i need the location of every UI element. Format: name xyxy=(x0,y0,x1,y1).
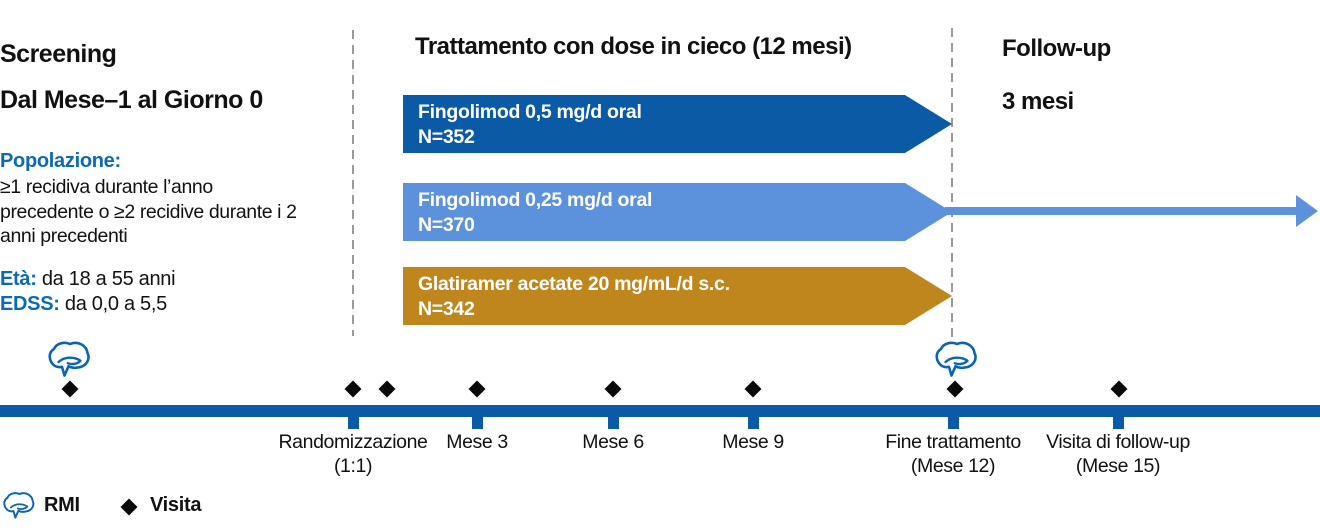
visit-diamond-icon xyxy=(744,380,762,398)
population-line: ≥1 recidiva durante l’anno xyxy=(0,176,213,198)
age-value: da 18 a 55 anni xyxy=(41,268,176,290)
legend-rmi-label: RMI xyxy=(44,494,80,516)
visit-diamond-icon xyxy=(61,380,79,398)
arm-n: N=352 xyxy=(418,126,475,148)
phase-divider-randomization xyxy=(352,30,354,336)
arm-n: N=370 xyxy=(418,214,475,236)
timeline-tick xyxy=(347,417,359,429)
timeline-label: Visita di follow-up (Mese 15) xyxy=(1046,431,1190,477)
arm-name: Glatiramer acetate 20 mg/mL/d s.c. xyxy=(418,273,730,295)
population-label: Popolazione: xyxy=(0,150,121,172)
visit-diamond-icon xyxy=(468,380,486,398)
treatment-arm: Glatiramer acetate 20 mg/mL/d s.c. N=342 xyxy=(403,267,952,325)
followup-arrow-right-icon xyxy=(1296,195,1318,227)
followup-title: Follow-up xyxy=(1002,35,1111,62)
screening-title: Screening xyxy=(0,40,117,68)
treatment-arm: Fingolimod 0,5 mg/d oral N=352 xyxy=(403,95,952,153)
visit-diamond-icon xyxy=(604,380,622,398)
arm-n: N=342 xyxy=(418,298,475,320)
followup-extension-line xyxy=(945,207,1302,215)
screening-period: Dal Mese–1 al Giorno 0 xyxy=(0,86,263,114)
arm-name: Fingolimod 0,25 mg/d oral xyxy=(418,189,653,211)
population-line: anni precedenti xyxy=(0,225,128,247)
timeline-tick xyxy=(607,417,619,429)
rmi-brain-icon xyxy=(48,341,90,377)
timeline-tick xyxy=(1112,417,1124,429)
visit-diamond-icon xyxy=(378,380,396,398)
population-criteria: ≥1 recidiva durante l’anno precedente o … xyxy=(0,175,297,249)
edss-label: EDSS: xyxy=(0,293,60,315)
timeline-label: Randomizzazione (1:1) xyxy=(278,431,428,477)
edss-row: EDSS: da 0,0 a 5,5 xyxy=(0,293,167,316)
age-row: Età: da 18 a 55 anni xyxy=(0,268,176,291)
followup-duration: 3 mesi xyxy=(1002,88,1074,115)
legend-visit-label: Visita xyxy=(150,494,202,516)
timeline-label: Mese 9 xyxy=(722,431,784,453)
arm-name: Fingolimod 0,5 mg/d oral xyxy=(418,101,642,123)
timeline-tick xyxy=(747,417,759,429)
treatment-arm: Fingolimod 0,25 mg/d oral N=370 xyxy=(403,183,952,241)
treatment-title: Trattamento con dose in cieco (12 mesi) xyxy=(415,33,852,60)
timeline-label: Mese 6 xyxy=(582,431,644,453)
edss-value: da 0,0 a 5,5 xyxy=(64,293,167,315)
timeline-label: Fine trattamento (Mese 12) xyxy=(885,431,1021,477)
timeline-tick xyxy=(471,417,483,429)
phase-divider-end-of-treatment xyxy=(951,28,953,340)
age-label: Età: xyxy=(0,268,37,290)
visit-diamond-icon xyxy=(1110,380,1128,398)
visit-diamond-icon xyxy=(120,498,138,516)
rmi-brain-icon xyxy=(3,492,35,519)
timeline-label: Mese 3 xyxy=(446,431,508,453)
visit-diamond-icon xyxy=(344,380,362,398)
rmi-brain-icon xyxy=(935,341,977,377)
visit-diamond-icon xyxy=(946,380,964,398)
timeline-tick xyxy=(947,417,959,429)
population-line: precedente o ≥2 recidive durante i 2 xyxy=(0,200,297,223)
timeline-bar xyxy=(0,405,1320,417)
